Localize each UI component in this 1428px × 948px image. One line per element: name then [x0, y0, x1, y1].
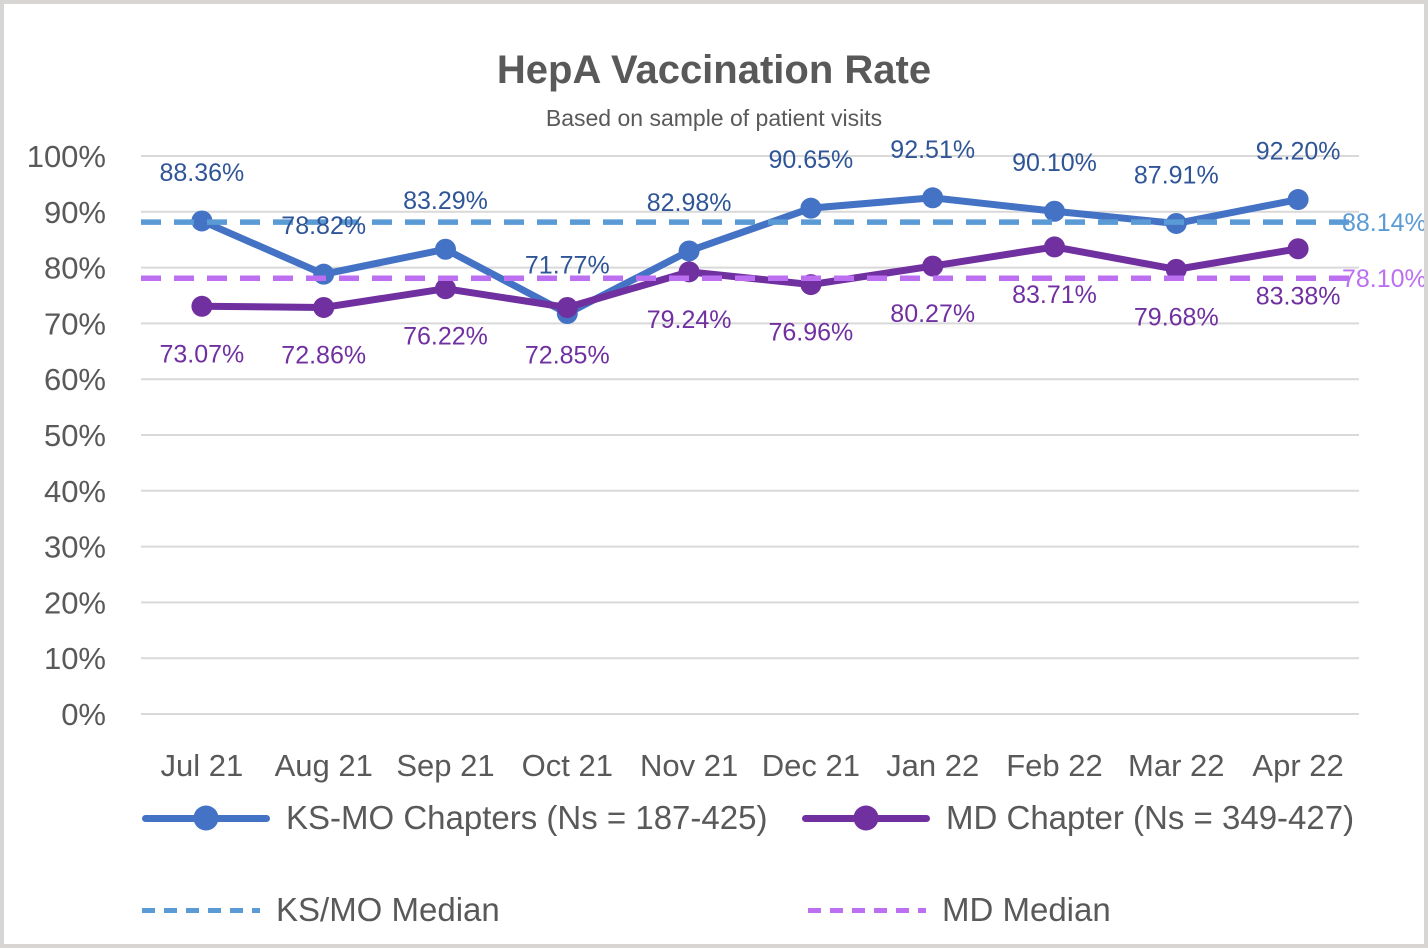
data-label: 71.77% [525, 252, 610, 280]
series-marker [922, 255, 944, 277]
x-axis-tick-label: Feb 22 [1006, 748, 1103, 783]
data-label: 88.36% [160, 159, 245, 187]
x-axis-tick-label: Mar 22 [1128, 748, 1224, 783]
y-axis-tick-label: 100% [27, 139, 106, 174]
x-axis-tick-label: Jan 22 [886, 748, 979, 783]
legend-label-ks-mo-median: KS/MO Median [276, 891, 500, 928]
series-marker [678, 240, 700, 262]
data-label: 92.51% [890, 136, 975, 164]
data-label: 82.98% [647, 189, 732, 217]
legend-label-ks-mo-chapters: KS-MO Chapters (Ns = 187-425) [286, 799, 768, 836]
y-axis-tick-label: 40% [44, 474, 106, 509]
legend-item-md-chapter: MD Chapter (Ns = 349-427) [802, 796, 1354, 840]
y-axis-tick-label: 70% [44, 306, 106, 341]
data-label: 80.27% [890, 300, 975, 328]
series-marker [1287, 189, 1309, 211]
legend-item-md-median: MD Median [808, 888, 1111, 932]
data-label: 79.24% [647, 306, 732, 334]
plot-area: 0% 10% 20% 30% 40% 50% 60% 70% 80% 90% 100% Jul 21 A… [27, 136, 1427, 783]
legend-item-ks-mo-median: KS/MO Median [142, 888, 500, 932]
y-axis-tick-label: 20% [44, 585, 106, 620]
data-label: 90.65% [769, 146, 854, 174]
data-label: 72.85% [525, 341, 610, 369]
y-axis-tick-label: 90% [44, 195, 106, 230]
x-axis-tick-label: Aug 21 [275, 748, 373, 783]
y-axis-tick-label: 0% [61, 697, 106, 732]
ks-mo-median-swatch [142, 907, 260, 913]
x-axis-tick-label: Apr 22 [1252, 748, 1343, 783]
data-label: 76.22% [403, 323, 488, 351]
series-marker [800, 197, 822, 219]
ks-mo-series-swatch [142, 814, 270, 822]
series-marker [313, 263, 335, 285]
median-line-label: 88.14% [1342, 209, 1427, 237]
data-label: 90.10% [1012, 149, 1097, 177]
x-axis-tick-label: Nov 21 [640, 748, 738, 783]
x-axis-tick-label: Jul 21 [161, 748, 244, 783]
series-marker [435, 238, 456, 260]
series-marker [1165, 258, 1187, 280]
series-marker [1044, 236, 1065, 258]
legend-label-md-chapter: MD Chapter (Ns = 349-427) [946, 799, 1355, 836]
y-axis-tick-label: 10% [44, 641, 106, 676]
data-label: 73.07% [160, 340, 245, 368]
data-label: 83.29% [403, 187, 488, 215]
y-axis-tick-label: 80% [44, 251, 106, 286]
chart-subtitle: Based on sample of patient visits [545, 105, 883, 131]
series-marker [191, 210, 213, 232]
series-marker [191, 295, 213, 317]
data-label: 87.91% [1134, 161, 1219, 189]
chart-title: HepA Vaccination Rate [496, 48, 932, 92]
series-marker [922, 187, 944, 209]
data-label: 92.20% [1256, 138, 1341, 166]
md-median-swatch [808, 907, 926, 913]
md-series-swatch [802, 814, 930, 822]
x-axis-tick-label: Sep 21 [396, 748, 494, 783]
series-marker [435, 278, 456, 300]
y-axis-tick-label: 30% [44, 530, 106, 565]
x-axis-tick-label: Oct 21 [522, 748, 613, 783]
data-label: 83.71% [1012, 281, 1097, 309]
y-axis-tick-label: 60% [44, 362, 106, 397]
series-marker [313, 296, 335, 318]
data-label: 76.96% [769, 319, 854, 347]
legend-label-md-median: MD Median [942, 891, 1111, 928]
legend-item-ks-mo-chapters: KS-MO Chapters (Ns = 187-425) [142, 796, 767, 840]
y-axis-tick-label: 50% [44, 418, 106, 453]
series-marker [1287, 238, 1309, 260]
series-line-ks-mo [198, 194, 1302, 318]
data-label: 72.86% [281, 341, 366, 369]
data-label: 83.38% [1256, 283, 1341, 311]
series-marker [1044, 200, 1065, 222]
series-marker [556, 296, 578, 318]
data-label: 79.68% [1134, 303, 1219, 331]
median-line-label: 78.10% [1342, 265, 1427, 293]
x-axis-tick-label: Dec 21 [762, 748, 860, 783]
data-label: 78.82% [281, 212, 366, 240]
